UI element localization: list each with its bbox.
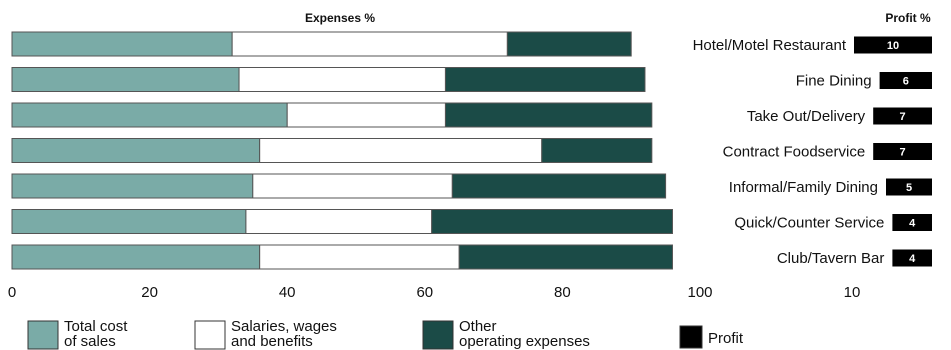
other-expenses-segment [541,138,653,163]
cost-of-sales-segment [11,209,247,234]
legend: Total cost of sales Salaries, wages and ben… [27,318,744,350]
profit-tick-label: 10 [844,284,861,301]
profit-box [873,107,932,125]
profit-value-label: 6 [903,76,909,88]
legend-swatch [27,320,59,350]
category-label: Informal/Family Dining [729,179,878,196]
salaries-segment [245,209,433,234]
profit-box [879,72,932,89]
cost-of-sales-segment [11,173,254,199]
profit-value-label: 7 [900,111,906,123]
legend-swatch [194,320,226,350]
category-label: Club/Tavern Bar [777,250,885,267]
legend-label: Salaries, wages and benefits [231,318,337,350]
cost-of-sales-segment [11,102,288,128]
x-tick-label: 0 [8,284,16,301]
x-tick-label: 60 [416,284,433,301]
cost-of-sales-segment [11,67,240,92]
profit-value-label: 10 [887,40,899,52]
bars-group [11,31,673,270]
category-label: Fine Dining [796,73,872,90]
salaries-segment [252,173,453,199]
profit-box [873,143,932,160]
profit-header: Profit % [885,11,931,25]
profit-value-label: 7 [900,147,906,159]
profit-box [854,36,932,54]
profit-box [886,178,932,196]
profit-box [892,249,932,267]
cost-of-sales-segment [11,31,233,57]
category-labels-group: Hotel/Motel Restaurant Fine Dining Take Ou… [693,37,885,267]
profit-value-label: 4 [909,218,916,230]
x-tick-label: 80 [554,284,571,301]
legend-label: Other operating expenses [459,318,590,350]
profit-box [892,214,932,231]
salaries-segment [238,67,446,92]
cost-of-sales-segment [11,138,261,163]
legend-swatch [422,320,454,350]
cost-of-sales-segment [11,244,261,270]
x-axis: 0 20 40 60 80 100 10 [8,284,861,301]
other-expenses-segment [431,209,673,234]
salaries-segment [231,31,508,57]
profit-value-label: 5 [906,182,912,194]
salaries-segment [259,138,543,163]
category-label: Quick/Counter Service [734,215,884,232]
legend-label: Total cost of sales [64,318,128,350]
other-expenses-segment [458,244,673,270]
x-tick-label: 100 [687,284,712,301]
other-expenses-segment [444,102,653,128]
category-label: Take Out/Delivery [747,108,866,125]
salaries-segment [286,102,446,128]
category-label: Hotel/Motel Restaurant [693,37,847,54]
profit-value-label: 4 [909,253,916,265]
x-tick-label: 40 [279,284,296,301]
legend-swatch [679,325,703,349]
expenses-header: Expenses % [305,11,375,25]
other-expenses-segment [506,31,632,57]
salaries-segment [259,244,460,270]
x-tick-label: 20 [141,284,158,301]
category-label: Contract Foodservice [723,144,866,161]
other-expenses-segment [451,173,667,199]
profit-group: 10 6 7 7 5 4 4 [854,36,932,267]
legend-label: Profit [708,330,744,347]
other-expenses-segment [444,67,646,92]
